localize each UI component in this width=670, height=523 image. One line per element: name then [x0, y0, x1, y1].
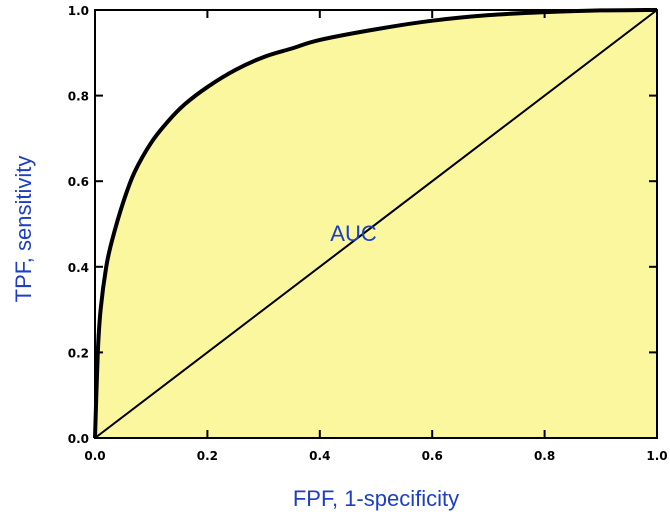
plot-frame — [94, 9, 658, 439]
auc-annotation: AUC — [330, 221, 377, 246]
x-axis: 0.0 0.2 0.4 0.6 0.8 1.0 — [84, 10, 668, 463]
chance-diagonal-line — [94, 9, 658, 439]
x-tick-label: 0.0 — [84, 449, 105, 463]
y-tick-label: 0.0 — [68, 432, 89, 446]
x-tick-label: 0.8 — [534, 449, 555, 463]
y-tick-label: 1.0 — [68, 4, 89, 18]
y-axis: 0.0 0.2 0.4 0.6 0.8 1.0 — [68, 4, 657, 446]
x-tick-label: 0.2 — [197, 449, 218, 463]
y-tick-label: 0.2 — [68, 346, 89, 360]
x-axis-title: FPF, 1-specificity — [293, 486, 459, 511]
y-tick-label: 0.4 — [68, 261, 89, 275]
x-tick-label: 0.4 — [309, 449, 330, 463]
y-tick-label: 0.6 — [68, 175, 89, 189]
x-tick-label: 1.0 — [646, 449, 667, 463]
roc-curve-line — [93, 8, 658, 439]
y-tick-label: 0.8 — [68, 90, 89, 104]
x-tick-label: 0.6 — [422, 449, 443, 463]
y-axis-title: TPF, sensitivity — [11, 156, 36, 303]
